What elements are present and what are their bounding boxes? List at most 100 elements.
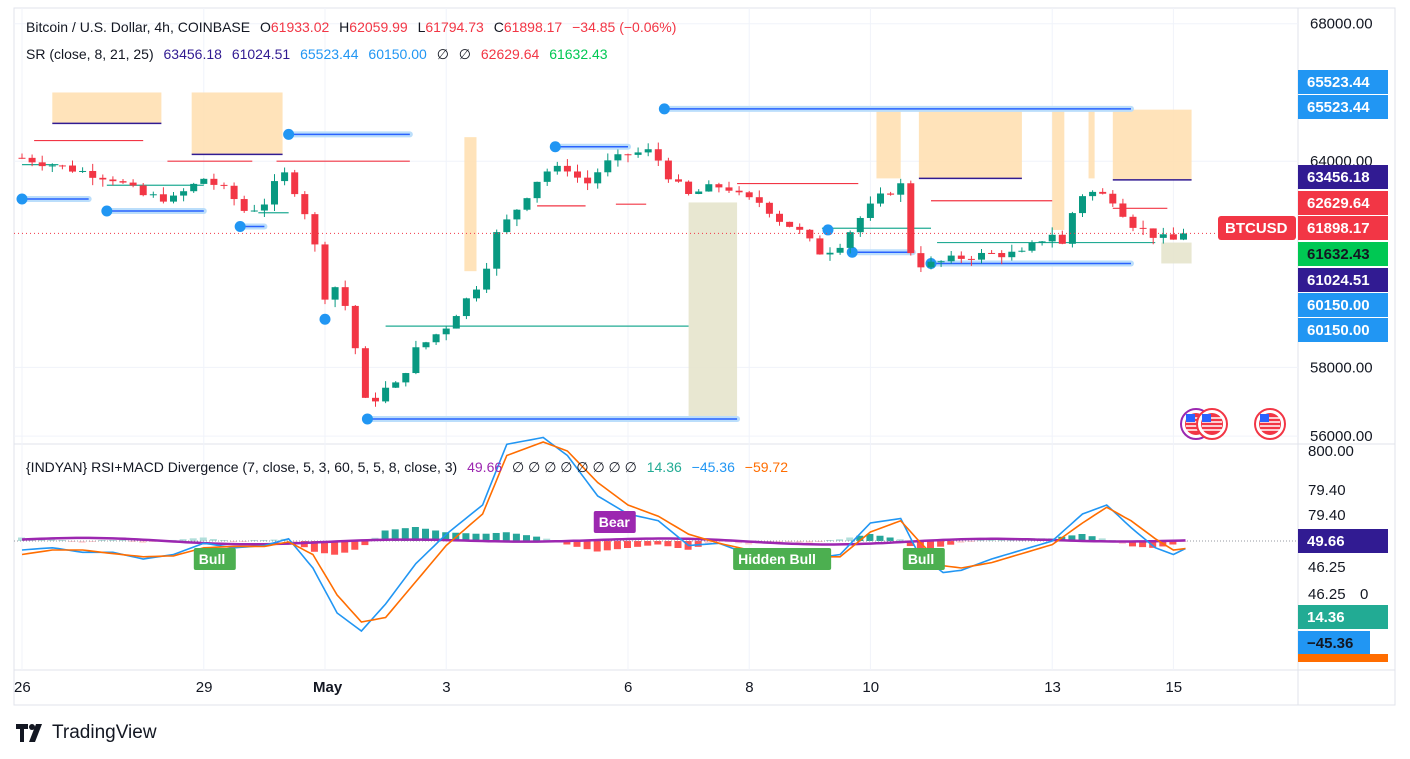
candle-body (58, 165, 66, 167)
candle-body (382, 387, 390, 402)
high-value: 62059.99 (349, 19, 408, 35)
candle (422, 341, 430, 350)
candle (816, 235, 824, 255)
histogram-bar (482, 533, 490, 541)
candle-body (907, 183, 915, 254)
histogram-bar (563, 541, 571, 545)
price-tick-label: 58000.00 (1310, 359, 1373, 376)
histogram-bar (836, 539, 844, 541)
candle (786, 221, 794, 228)
candle (967, 255, 975, 266)
sr-legend[interactable]: SR (close, 8, 21, 25) 63456.18 61024.51 … (26, 46, 614, 63)
price-badge-label: 61898.17 (1307, 220, 1370, 237)
sr-pivot-dot (101, 205, 113, 217)
candle-body (1048, 234, 1056, 242)
candle (998, 250, 1006, 265)
osc-nulls: ∅ ∅ ∅ ∅ ∅ ∅ ∅ ∅ (512, 459, 637, 475)
histogram-bar (967, 541, 975, 542)
candle-body (372, 397, 379, 402)
candle-body (1058, 234, 1066, 244)
candle-body (513, 209, 521, 220)
histogram-bar (947, 541, 955, 545)
candle (392, 381, 400, 389)
divergence-text: Bull (908, 551, 934, 567)
histogram-bar (351, 541, 359, 550)
candle (99, 174, 107, 187)
candle-body (796, 226, 804, 230)
candle (877, 187, 884, 207)
flag-icon-3 (1254, 408, 1286, 440)
candle (109, 176, 117, 186)
candle-body (947, 255, 955, 262)
candle-body (1159, 234, 1167, 238)
candle-body (28, 157, 36, 163)
sr-null-1: ∅ (436, 46, 449, 62)
candle-body (745, 192, 753, 198)
candle-body (281, 172, 289, 182)
histogram-bar (1088, 536, 1096, 541)
candle-body (836, 247, 844, 253)
sr-zone (1161, 242, 1192, 264)
oscillator-legend[interactable]: {INDYAN} RSI+MACD Divergence (7, close, … (26, 459, 794, 476)
histogram-bar (634, 541, 642, 547)
histogram-bar (230, 541, 238, 543)
tradingview-brand[interactable]: TradingView (16, 722, 157, 744)
sr-pivot-dot (361, 413, 373, 425)
histogram-bar (1058, 536, 1066, 541)
candle (1089, 190, 1097, 201)
tradingview-logo-icon (16, 724, 46, 742)
osc-tick-label: 79.40 (1308, 507, 1346, 524)
divergence-badge (593, 511, 636, 533)
candle (806, 228, 814, 242)
sr-value-6: 61632.43 (549, 46, 608, 62)
histogram-bar (1149, 541, 1157, 548)
candle-body (675, 179, 682, 182)
osc-tick-label: 46.25 (1308, 559, 1346, 576)
candle (321, 241, 329, 305)
candle (715, 182, 723, 193)
candle (937, 260, 945, 268)
candle-body (1109, 193, 1117, 204)
candle-body (311, 214, 319, 245)
candle (1048, 227, 1056, 248)
low-label: L (417, 19, 426, 35)
histogram-bar (442, 532, 450, 541)
histogram-bar (290, 541, 298, 542)
candle (139, 183, 147, 197)
candle (675, 174, 682, 183)
candle-body (473, 289, 480, 299)
sr-pivot-dot (16, 193, 28, 205)
divergence-text: Bear (599, 514, 631, 530)
candle-body (584, 177, 592, 184)
divergence-text: Hidden Bull (738, 551, 816, 567)
candle-body (392, 382, 400, 388)
histogram-bar (815, 541, 823, 542)
candle-body (129, 182, 137, 186)
candle-body (685, 181, 693, 194)
candle (1038, 241, 1046, 246)
rsi-line (21, 536, 1186, 546)
candle (432, 333, 440, 345)
candle (493, 229, 501, 276)
osc-legend-name: {INDYAN} RSI+MACD Divergence (7, close, … (26, 459, 458, 475)
signal-line (21, 441, 1186, 623)
candle (412, 340, 420, 375)
low-value: 61794.73 (425, 19, 484, 35)
candle (200, 178, 208, 185)
flag-canton (1186, 414, 1195, 422)
histogram-bar (321, 541, 328, 554)
candle-body (917, 253, 925, 268)
candle (1180, 228, 1187, 241)
candle (634, 147, 642, 158)
candle (978, 248, 985, 264)
candle-body (493, 232, 501, 269)
osc-value-2: 14.36 (646, 459, 682, 475)
candle-body (180, 191, 188, 196)
candle (846, 230, 854, 254)
candle (119, 179, 127, 184)
candle (947, 250, 955, 264)
candle (826, 247, 834, 261)
candle-body (1129, 216, 1137, 228)
divergence-label-bear: Bear (593, 511, 636, 533)
